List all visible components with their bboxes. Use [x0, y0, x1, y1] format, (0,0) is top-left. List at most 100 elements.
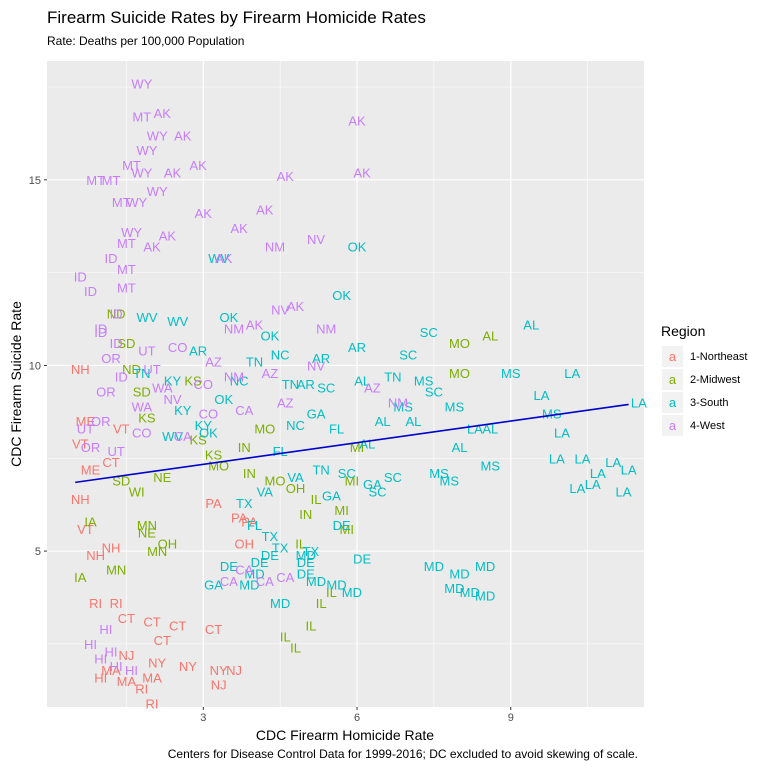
- data-point: LA: [575, 451, 591, 466]
- data-point: CA: [235, 563, 253, 578]
- data-point: PA: [241, 514, 258, 529]
- data-point: MT: [86, 173, 105, 188]
- data-point: MT: [132, 110, 151, 125]
- data-point: NH: [71, 492, 90, 507]
- data-point: NM: [224, 321, 244, 336]
- data-point: CT: [102, 455, 119, 470]
- data-point: TX: [262, 529, 279, 544]
- data-point: AL: [523, 318, 539, 333]
- data-point: RI: [146, 696, 159, 711]
- plot-panel: [47, 61, 644, 707]
- x-tick-label: 9: [508, 712, 514, 724]
- legend-key-glyph: a: [669, 349, 677, 364]
- data-point: VT: [72, 436, 89, 451]
- data-point: PA: [205, 496, 222, 511]
- data-point: ID: [110, 306, 123, 321]
- data-point: AZ: [277, 396, 294, 411]
- data-point: HI: [84, 637, 97, 652]
- data-point: CT: [118, 611, 135, 626]
- legend-label: 3-South: [690, 397, 729, 409]
- data-point: CA: [276, 570, 294, 585]
- legend-key-glyph: a: [669, 372, 677, 387]
- data-point: MO: [265, 474, 286, 489]
- data-point: AK: [353, 165, 371, 180]
- data-point: NY: [210, 663, 228, 678]
- data-point: MD: [239, 577, 259, 592]
- data-point: LA: [534, 388, 550, 403]
- data-point: ID: [94, 321, 107, 336]
- data-point: WY: [121, 225, 142, 240]
- data-point: PA: [231, 511, 248, 526]
- data-point: OK: [199, 425, 218, 440]
- data-point: MS: [414, 373, 434, 388]
- data-point: KY: [195, 418, 213, 433]
- data-point: NJ: [226, 663, 242, 678]
- data-point: MN: [147, 544, 167, 559]
- data-point: VA: [287, 470, 304, 485]
- data-point: MO: [449, 366, 470, 381]
- data-point: LA: [467, 422, 483, 437]
- data-point: SC: [384, 470, 402, 485]
- data-point: WV: [162, 429, 183, 444]
- data-point: MT: [117, 262, 136, 277]
- data-point: OR: [91, 414, 111, 429]
- data-point: MN: [137, 518, 157, 533]
- data-point: AR: [312, 351, 330, 366]
- data-point: VT: [77, 522, 94, 537]
- data-point: KS: [184, 373, 202, 388]
- data-point: IL: [311, 492, 322, 507]
- legend-key: [662, 369, 683, 390]
- data-point: OK: [220, 310, 239, 325]
- y-axis-title: CDC Firearm Suicide Rate: [8, 301, 24, 467]
- data-point: SD: [133, 384, 151, 399]
- data-point: NV: [307, 232, 325, 247]
- data-point: CT: [205, 622, 222, 637]
- data-point: MA: [101, 663, 121, 678]
- data-point: SC: [399, 347, 417, 362]
- data-point: AL: [482, 329, 498, 344]
- data-point: GA: [322, 488, 341, 503]
- data-point: WA: [132, 399, 153, 414]
- data-point: MT: [117, 236, 136, 251]
- data-point: OK: [348, 240, 367, 255]
- data-point: MS: [542, 407, 562, 422]
- data-point: NV: [307, 358, 325, 373]
- data-point: RI: [110, 596, 123, 611]
- data-point: FL: [329, 422, 344, 437]
- y-tick-label: 5: [35, 546, 41, 558]
- data-point: AR: [297, 377, 315, 392]
- data-point: AL: [405, 414, 421, 429]
- data-point: NH: [71, 362, 90, 377]
- data-point: CA: [174, 429, 192, 444]
- data-point: LA: [569, 481, 585, 496]
- data-point: CO: [168, 340, 188, 355]
- data-point: ND: [122, 362, 141, 377]
- x-axis-title: CDC Firearm Homicide Rate: [256, 727, 434, 743]
- data-point: WA: [152, 381, 173, 396]
- data-point: LA: [616, 485, 632, 500]
- data-point: MD: [475, 589, 495, 604]
- data-point: AK: [154, 106, 172, 121]
- data-point: NY: [179, 659, 197, 674]
- data-point: AL: [354, 373, 370, 388]
- data-point: SC: [368, 485, 386, 500]
- data-point: NH: [86, 548, 105, 563]
- y-tick-label: 10: [29, 360, 41, 372]
- data-point: KY: [174, 403, 192, 418]
- data-point: HI: [125, 663, 138, 678]
- x-tick-label: 6: [354, 712, 360, 724]
- data-point: CT: [154, 633, 171, 648]
- data-point: MD: [326, 577, 346, 592]
- data-point: MI: [345, 474, 359, 489]
- data-point: MS: [429, 466, 449, 481]
- data-point: VT: [113, 422, 130, 437]
- data-point: MD: [296, 548, 316, 563]
- data-point: ID: [105, 251, 118, 266]
- data-point: CO: [199, 407, 219, 422]
- data-point: AK: [215, 251, 233, 266]
- data-point: IL: [280, 629, 291, 644]
- data-point: AK: [256, 203, 274, 218]
- data-point: VA: [257, 485, 274, 500]
- data-point: RI: [135, 681, 148, 696]
